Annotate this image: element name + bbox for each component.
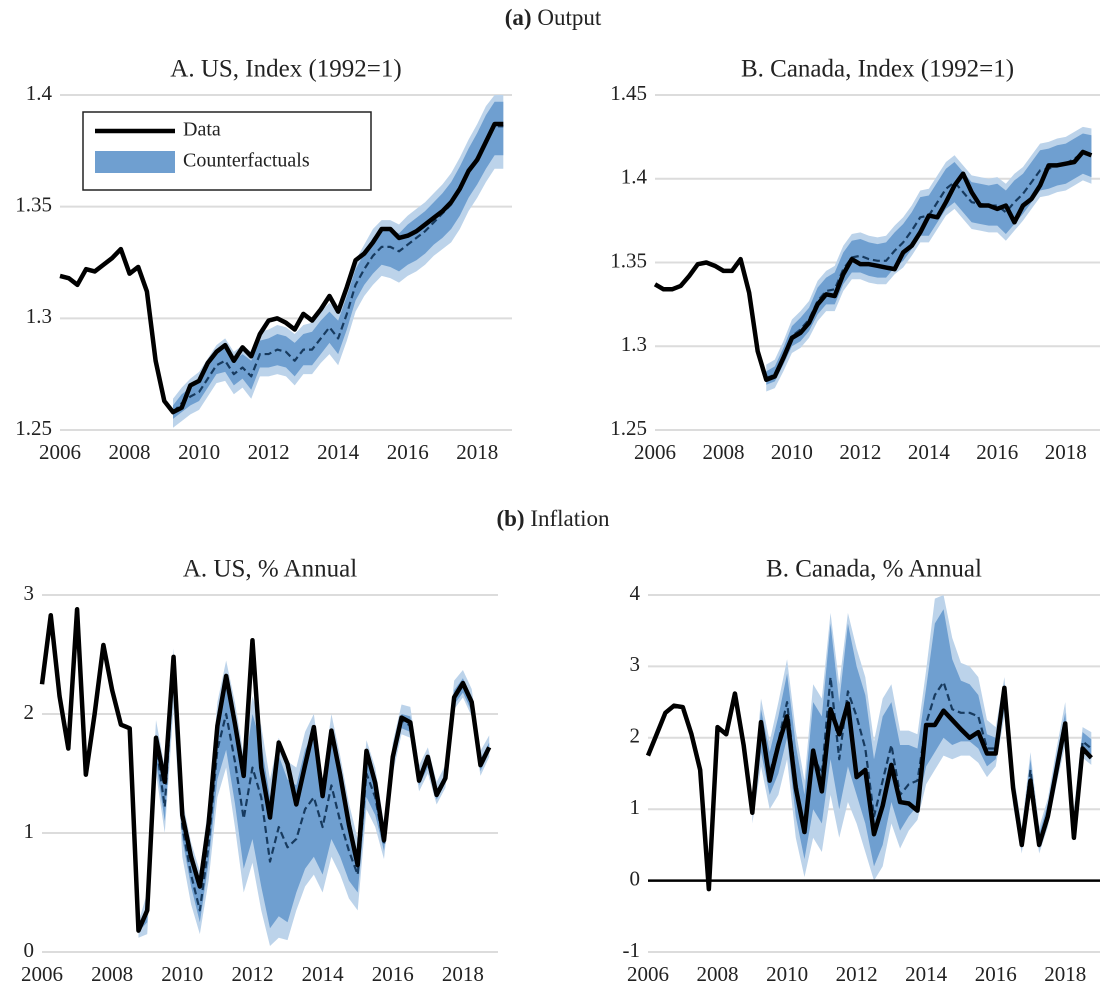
x-tick-label: 2010: [771, 440, 813, 464]
y-tick-label: 3: [24, 581, 35, 605]
x-tick-label: 2006: [39, 440, 81, 464]
chart-title: B. Canada, Index (1992=1): [741, 56, 1014, 83]
x-tick-label: 2012: [231, 962, 273, 986]
legend-label: Counterfactuals: [183, 150, 310, 172]
y-tick-label: 1.25: [15, 416, 52, 440]
data-line: [39, 607, 492, 933]
x-tick-label: 2014: [908, 440, 951, 464]
x-tick-label: 2014: [302, 962, 345, 986]
x-tick-label: 2012: [248, 440, 290, 464]
x-tick-label: 2006: [634, 440, 676, 464]
x-tick-label: 2008: [697, 962, 739, 986]
y-tick-label: 1.45: [610, 81, 647, 105]
data-line: [59, 121, 504, 415]
x-tick-label: 2014: [317, 440, 360, 464]
x-tick-label: 2008: [91, 962, 133, 986]
y-tick-label: 1.35: [610, 248, 647, 272]
section-heading: (b) Inflation: [496, 506, 610, 531]
counterfactual-band: [173, 101, 504, 419]
y-tick-label: 4: [630, 581, 641, 605]
y-tick-label: 0: [24, 938, 35, 962]
x-tick-label: 2008: [109, 440, 151, 464]
x-tick-label: 2012: [839, 440, 881, 464]
x-tick-label: 2010: [161, 962, 203, 986]
x-tick-label: 2018: [1045, 440, 1087, 464]
y-tick-label: 2: [630, 724, 641, 748]
x-tick-label: 2010: [766, 962, 808, 986]
y-tick-label: 1.4: [26, 81, 53, 105]
chart-title: A. US, % Annual: [183, 556, 357, 583]
x-tick-label: 2010: [178, 440, 220, 464]
y-tick-label: 3: [630, 652, 641, 676]
x-tick-label: 2018: [442, 962, 484, 986]
y-tick-label: 1.4: [621, 165, 648, 189]
x-tick-label: 2018: [1044, 962, 1086, 986]
counterfactual-band: [752, 609, 1092, 867]
x-tick-label: 2006: [21, 962, 63, 986]
y-tick-label: 0: [630, 866, 641, 890]
data-line: [653, 149, 1093, 382]
x-tick-label: 2008: [702, 440, 744, 464]
x-tick-label: 2016: [372, 962, 414, 986]
x-tick-label: 2016: [976, 440, 1018, 464]
x-tick-label: 2016: [387, 440, 429, 464]
section-heading: (a) Output: [505, 5, 602, 30]
x-tick-label: 2018: [456, 440, 498, 464]
legend-swatch: [95, 151, 175, 173]
x-tick-label: 2006: [627, 962, 669, 986]
y-tick-label: 1.3: [621, 332, 647, 356]
chart-title: B. Canada, % Annual: [766, 556, 982, 583]
y-tick-label: 1: [630, 795, 641, 819]
y-tick-label: 1.3: [26, 304, 52, 328]
y-tick-label: -1: [623, 938, 641, 962]
section-label: (b): [496, 506, 524, 531]
y-tick-label: 1.35: [15, 192, 52, 216]
chart-title: A. US, Index (1992=1): [170, 56, 401, 83]
legend-label: Data: [183, 119, 221, 141]
y-tick-label: 1.25: [610, 416, 647, 440]
counterfactual-band: [766, 133, 1092, 385]
x-tick-label: 2016: [975, 962, 1017, 986]
section-title: Inflation: [530, 506, 610, 531]
x-tick-label: 2014: [905, 962, 948, 986]
x-tick-label: 2012: [836, 962, 878, 986]
section-title: Output: [537, 5, 602, 30]
y-tick-label: 1: [24, 819, 35, 843]
data-line: [645, 685, 1093, 892]
section-label: (a): [505, 5, 532, 30]
y-tick-label: 2: [24, 700, 35, 724]
